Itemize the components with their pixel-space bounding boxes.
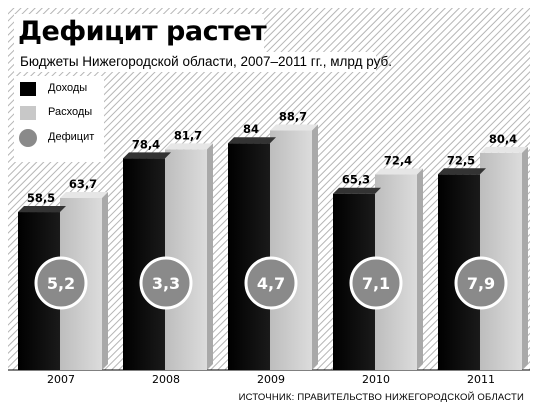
bar-income-2009: [228, 143, 270, 370]
label-income-2010: 65,3: [342, 173, 370, 187]
label-expense-2009: 88,7: [279, 110, 307, 124]
label-income-2011: 72,5: [447, 153, 475, 167]
bar-expense-side-2011: [522, 146, 528, 370]
label-expense-2010: 72,4: [384, 154, 412, 168]
deficit-circle-2010: [349, 256, 403, 310]
deficit-circle-2007: [34, 256, 88, 310]
label-income-2007: 58,5: [27, 191, 55, 205]
deficit-circle-2009: [244, 256, 298, 310]
label-deficit-2009: 4,7: [257, 274, 285, 293]
legend-label-deficit: Дефицит: [48, 131, 95, 143]
label-deficit-2011: 7,9: [467, 274, 495, 293]
legend-label-income: Доходы: [48, 82, 88, 94]
x-tick-2007: 2007: [47, 373, 75, 386]
title-backing: [14, 14, 264, 52]
bar-expense-top-2011: [480, 146, 528, 153]
label-income-2009: 84: [243, 122, 259, 136]
legend-swatch-expense: [20, 106, 36, 120]
x-tick-2009: 2009: [257, 373, 285, 386]
bar-income-top-2008: [123, 152, 171, 159]
deficit-circle-2011: [454, 256, 508, 310]
bar-income-top-2009: [228, 137, 276, 144]
x-tick-2008: 2008: [152, 373, 180, 386]
x-tick-2011: 2011: [467, 373, 495, 386]
legend-label-expense: Расходы: [48, 106, 93, 118]
label-expense-2007: 63,7: [69, 177, 97, 191]
bar-expense-2009: [270, 130, 312, 370]
bar-income-top-2010: [333, 187, 381, 194]
bar-expense-side-2008: [207, 143, 213, 370]
legend-swatch-income: [20, 82, 36, 96]
bar-expense-top-2009: [270, 124, 318, 131]
x-tick-2010: 2010: [362, 373, 390, 386]
label-deficit-2007: 5,2: [47, 274, 75, 293]
label-deficit-2010: 7,1: [362, 274, 390, 293]
bars-group: 58,5 63,7 5,2 2007 78,4 81,7 3,3 2008 84 88,7 4,7 2…: [18, 110, 528, 386]
bar-expense-side-2007: [102, 192, 108, 370]
deficit-circle-2008: [139, 256, 193, 310]
bar-expense-top-2010: [375, 168, 423, 175]
label-expense-2008: 81,7: [174, 128, 202, 142]
bar-expense-side-2009: [312, 124, 318, 370]
bar-income-top-2007: [18, 206, 66, 213]
chart-title: Дефицит растет: [18, 16, 267, 47]
chart-subtitle: Бюджеты Нижегородской области, 2007–2011…: [20, 54, 392, 69]
subtitle-backing: [14, 52, 376, 72]
bar-income-top-2011: [438, 168, 486, 175]
legend-swatch-deficit: [19, 129, 37, 147]
x-axis-strip: [8, 370, 530, 390]
label-income-2008: 78,4: [132, 137, 160, 151]
bar-expense-top-2008: [165, 143, 213, 150]
label-deficit-2008: 3,3: [152, 274, 180, 293]
bar-expense-top-2007: [60, 192, 108, 199]
label-expense-2011: 80,4: [489, 132, 517, 146]
bar-expense-side-2010: [417, 168, 423, 370]
source-note: ИСТОЧНИК: ПРАВИТЕЛЬСТВО НИЖЕГОРОДСКОЙ ОБ…: [238, 392, 524, 403]
